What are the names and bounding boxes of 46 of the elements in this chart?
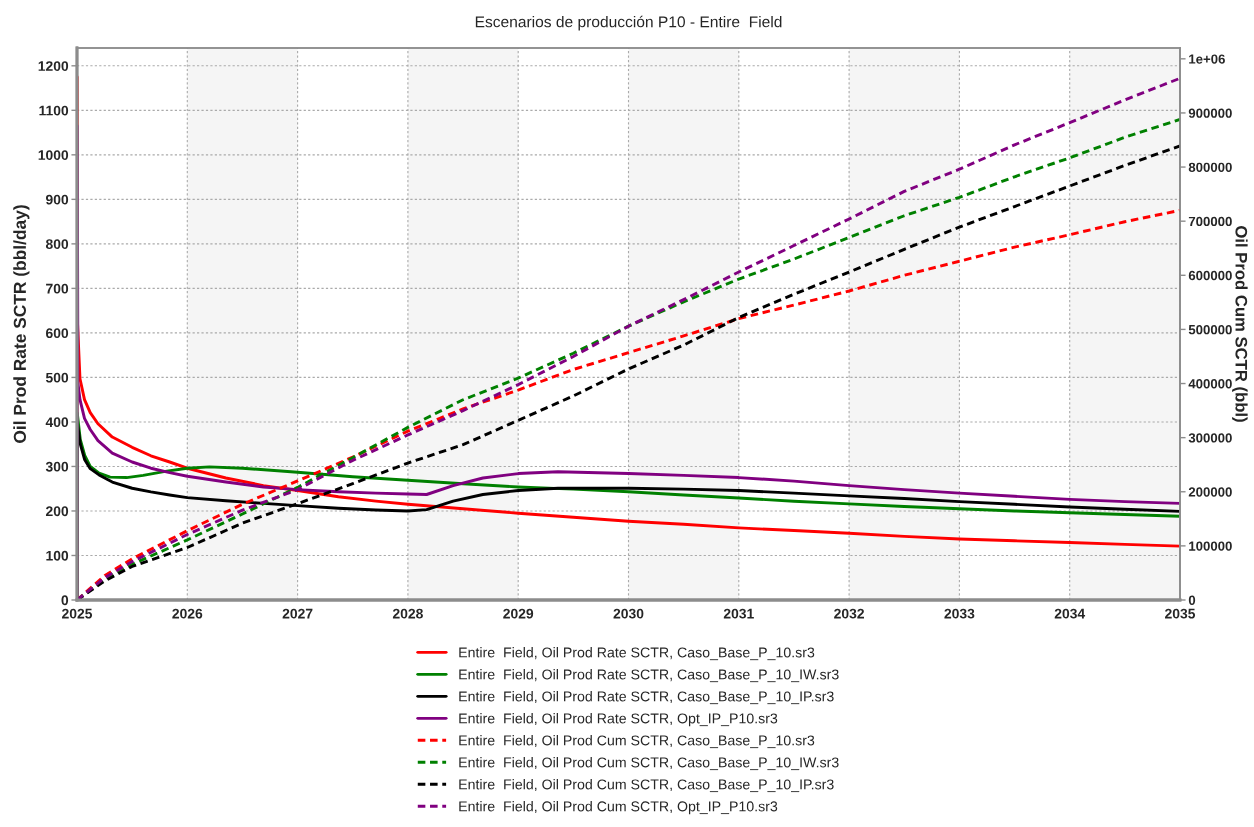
x-tick-label: 2025 <box>62 608 93 619</box>
y-tick-label: 600 <box>46 328 69 339</box>
x-tick-label: 2031 <box>723 608 754 619</box>
y-tick-label: 800 <box>45 239 69 250</box>
legend-label: Entire Field, Oil Prod Rate SCTR, Caso_Base_P_10_IP.sr3 <box>459 691 834 705</box>
y-tick-label: 1100 <box>39 105 69 116</box>
y2-tick-label: 700000 <box>1188 216 1232 227</box>
x-tick-label: 2035 <box>1165 608 1196 619</box>
y2-tick-label: 300000 <box>1188 433 1232 443</box>
y-axis-title: Oil Prod Rate SCTR (bbl/day) <box>13 205 30 443</box>
y2-tick-label: 900000 <box>1188 108 1232 118</box>
y-tick-label: 500 <box>45 372 69 383</box>
y-tick-label: 1200 <box>38 61 69 71</box>
y2-tick-label: 1e+06 <box>1189 54 1225 64</box>
x-tick-label: 2032 <box>834 608 864 619</box>
x-tick-label: 2028 <box>392 608 423 619</box>
x-tick-label: 2029 <box>503 608 534 619</box>
y2-axis-title: Oil Prod Cum SCTR (bbl) <box>1232 226 1248 422</box>
y-tick-label: 200 <box>45 506 69 517</box>
y-tick-label: 100 <box>46 550 69 561</box>
x-tick-label: 2034 <box>1054 608 1086 619</box>
y2-tick-label: 800000 <box>1188 162 1232 172</box>
legend-label: Entire Field, Oil Prod Cum SCTR, Caso_Base_P_10_IW.sr3 <box>459 757 839 771</box>
x-tick-label: 2026 <box>172 608 203 619</box>
legend-label: Entire Field, Oil Prod Cum SCTR, Caso_Base_P_10_IP.sr3 <box>459 779 834 793</box>
x-tick-label: 2030 <box>613 608 644 619</box>
y-tick-label: 400 <box>45 417 69 428</box>
y2-tick-label: 500000 <box>1188 324 1232 335</box>
x-tick-label: 2027 <box>282 608 313 619</box>
y2-tick-label: 600000 <box>1188 270 1232 281</box>
y-tick-label: 700 <box>46 283 69 294</box>
y-tick-label: 900 <box>45 194 69 205</box>
x-tick-label: 2033 <box>944 608 975 619</box>
y-tick-label: 0 <box>61 595 69 606</box>
legend-label: Entire Field, Oil Prod Rate SCTR, Opt_IP_P10.sr3 <box>459 713 778 727</box>
y2-tick-label: 0 <box>1188 595 1196 605</box>
y2-tick-label: 200000 <box>1188 487 1232 497</box>
y2-tick-label: 100000 <box>1189 541 1232 551</box>
chart-title: Escenarios de producción P10 - Entire Field <box>475 15 782 31</box>
legend-label: Entire Field, Oil Prod Rate SCTR, Caso_Base_P_10.sr3 <box>459 647 815 661</box>
y-tick-label: 300 <box>45 461 69 472</box>
legend-label: Entire Field, Oil Prod Cum SCTR, Caso_Base_P_10.sr3 <box>459 735 815 749</box>
legend-label: Entire Field, Oil Prod Rate SCTR, Caso_Base_P_10_IW.sr3 <box>459 669 839 683</box>
legend-label: Entire Field, Oil Prod Cum SCTR, Opt_IP_P10.sr3 <box>459 800 778 815</box>
y-tick-label: 1000 <box>38 150 69 161</box>
y2-tick-label: 400000 <box>1188 379 1232 389</box>
